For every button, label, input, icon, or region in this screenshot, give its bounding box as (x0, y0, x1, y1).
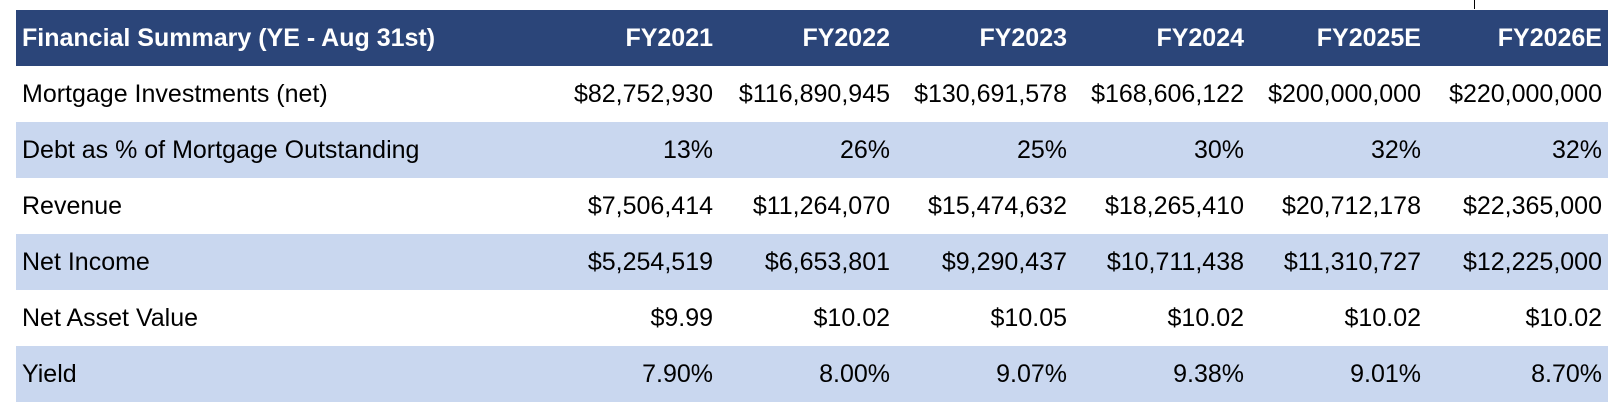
table-cell: 32% (1427, 122, 1608, 178)
table-cell: $7,506,414 (542, 178, 719, 234)
table-cell: $11,310,727 (1250, 234, 1427, 290)
table-cell: $10.02 (1073, 290, 1250, 346)
row-label: Revenue (16, 178, 542, 234)
table-title: Financial Summary (YE - Aug 31st) (16, 10, 542, 66)
table-cell: 30% (1073, 122, 1250, 178)
table-cell: $130,691,578 (896, 66, 1073, 122)
table-row-yield: Yield 7.90% 8.00% 9.07% 9.38% 9.01% 8.70… (16, 346, 1608, 402)
table-cell: $12,225,000 (1427, 234, 1608, 290)
table-cell: $10.02 (719, 290, 896, 346)
column-header-fy2023: FY2023 (896, 10, 1073, 66)
column-header-fy2021: FY2021 (542, 10, 719, 66)
table-cell: $200,000,000 (1250, 66, 1427, 122)
table-cell: 32% (1250, 122, 1427, 178)
table-cell: $20,712,178 (1250, 178, 1427, 234)
table-cell: $10.02 (1427, 290, 1608, 346)
table-cell: 25% (896, 122, 1073, 178)
table-cell: $116,890,945 (719, 66, 896, 122)
table-cell: $22,365,000 (1427, 178, 1608, 234)
header-row: Financial Summary (YE - Aug 31st) FY2021… (16, 10, 1608, 66)
column-header-fy2026e: FY2026E (1427, 10, 1608, 66)
row-label: Net Income (16, 234, 542, 290)
row-label: Yield (16, 346, 542, 402)
table-cell: 7.90% (542, 346, 719, 402)
table-row-net-income: Net Income $5,254,519 $6,653,801 $9,290,… (16, 234, 1608, 290)
row-label: Debt as % of Mortgage Outstanding (16, 122, 542, 178)
column-header-fy2022: FY2022 (719, 10, 896, 66)
table-cell: $10.02 (1250, 290, 1427, 346)
table-cell: 13% (542, 122, 719, 178)
column-header-fy2024: FY2024 (1073, 10, 1250, 66)
table-cell: $82,752,930 (542, 66, 719, 122)
table-cell: $15,474,632 (896, 178, 1073, 234)
table-cell: 8.70% (1427, 346, 1608, 402)
table-cell: $18,265,410 (1073, 178, 1250, 234)
cell-border-mark (1474, 0, 1475, 9)
table-row-revenue: Revenue $7,506,414 $11,264,070 $15,474,6… (16, 178, 1608, 234)
table-cell: 9.07% (896, 346, 1073, 402)
table-row-debt-ratio: Debt as % of Mortgage Outstanding 13% 26… (16, 122, 1608, 178)
table-cell: $9,290,437 (896, 234, 1073, 290)
table-row-net-asset-value: Net Asset Value $9.99 $10.02 $10.05 $10.… (16, 290, 1608, 346)
table-cell: $6,653,801 (719, 234, 896, 290)
table-cell: 26% (719, 122, 896, 178)
table-cell: $9.99 (542, 290, 719, 346)
table-cell: $10.05 (896, 290, 1073, 346)
column-header-fy2025e: FY2025E (1250, 10, 1427, 66)
table-cell: $10,711,438 (1073, 234, 1250, 290)
financial-summary-table: Financial Summary (YE - Aug 31st) FY2021… (16, 10, 1608, 402)
table-cell: $220,000,000 (1427, 66, 1608, 122)
table-cell: 8.00% (719, 346, 896, 402)
row-label: Mortgage Investments (net) (16, 66, 542, 122)
table-cell: 9.01% (1250, 346, 1427, 402)
table-cell: $168,606,122 (1073, 66, 1250, 122)
table-cell: $5,254,519 (542, 234, 719, 290)
table-cell: 9.38% (1073, 346, 1250, 402)
table-row-mortgage-investments: Mortgage Investments (net) $82,752,930 $… (16, 66, 1608, 122)
row-label: Net Asset Value (16, 290, 542, 346)
table-cell: $11,264,070 (719, 178, 896, 234)
